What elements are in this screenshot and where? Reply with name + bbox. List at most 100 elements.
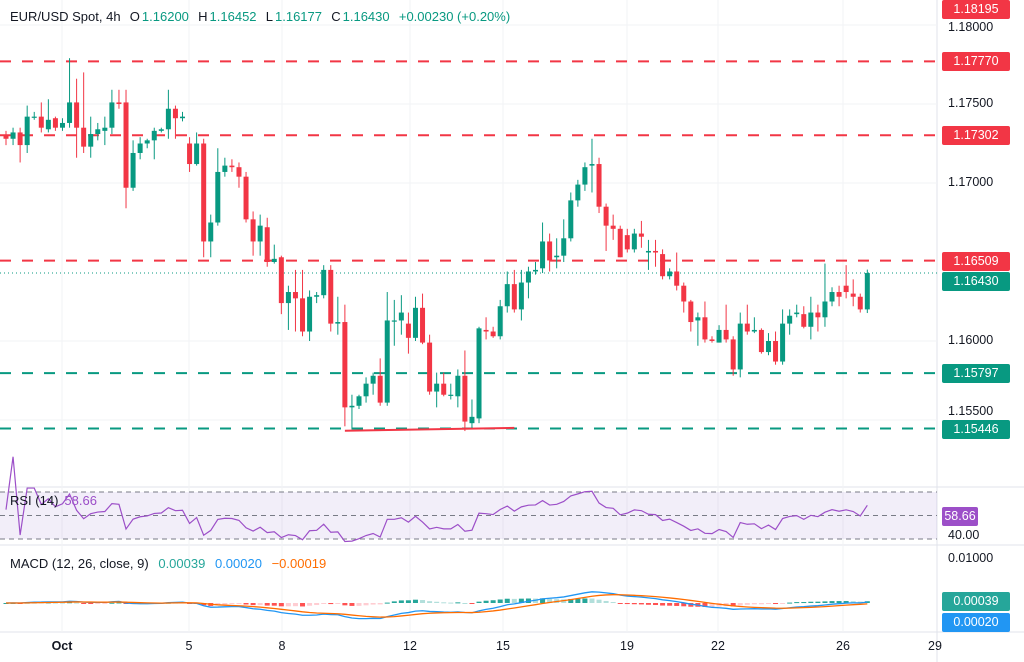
time-tick: 12 — [403, 639, 417, 653]
candle-body — [17, 132, 23, 146]
macd-histogram-bar — [3, 603, 9, 604]
high-value: 1.16452 — [209, 9, 257, 24]
macd-histogram-bar — [681, 603, 687, 607]
candle-body — [561, 238, 567, 256]
candle — [95, 122, 101, 141]
candle-body — [236, 167, 242, 177]
candle-body — [201, 143, 207, 242]
candle — [222, 157, 228, 177]
candle-body — [391, 320, 397, 322]
candle-body — [780, 323, 786, 362]
macd-histogram-bar — [667, 603, 673, 606]
candle-body — [596, 164, 602, 207]
candle-body — [271, 258, 277, 262]
candle — [568, 192, 574, 242]
candle-body — [158, 129, 164, 131]
candle-body — [377, 375, 383, 403]
candle — [857, 293, 863, 313]
candle-body — [490, 331, 496, 337]
macd-histogram-bar — [335, 603, 341, 604]
candle — [420, 293, 426, 345]
macd-histogram-bar — [702, 603, 708, 607]
candle — [59, 118, 65, 131]
candle — [24, 105, 30, 153]
macd-histogram-bar — [278, 603, 284, 607]
macd-histogram-bar — [582, 598, 588, 603]
candle — [285, 285, 291, 330]
macd-line-value: 0.00020 — [214, 556, 262, 571]
candle-body — [285, 292, 291, 304]
candle-body — [102, 127, 108, 131]
candle-body — [822, 301, 828, 318]
macd-histogram-bar — [292, 603, 298, 607]
candle — [737, 312, 743, 378]
candle-body — [674, 271, 680, 286]
macd-histogram-bar — [490, 600, 496, 603]
macd-histogram-bar — [271, 603, 277, 606]
candle-body — [300, 298, 306, 332]
time-tick: 29 — [928, 639, 942, 653]
candle-body — [349, 405, 355, 408]
candle — [758, 328, 764, 354]
candle-body — [617, 228, 623, 258]
macd-histogram-bar — [624, 603, 630, 605]
macd-histogram-bar — [215, 603, 221, 606]
candle — [723, 304, 729, 343]
trend-line — [344, 426, 515, 432]
candle-body — [624, 235, 630, 250]
candle — [850, 279, 856, 307]
macd-histogram-bar — [250, 603, 256, 606]
macd-histogram-bar — [448, 602, 454, 604]
candle-body — [130, 152, 136, 188]
macd-histogram-bar — [765, 603, 771, 604]
macd-histogram-bar — [660, 603, 666, 606]
rsi-axis-tick: 40.00 — [948, 528, 980, 542]
candle — [695, 312, 701, 346]
macd-histogram-bar — [568, 598, 574, 603]
macd-histogram-bar — [109, 602, 115, 604]
candle — [391, 299, 397, 346]
macd-histogram-bar — [398, 600, 404, 603]
candle-body — [151, 130, 157, 141]
candle — [52, 116, 58, 131]
price-tick: 1.17500 — [948, 96, 994, 110]
macd-histogram-bar — [829, 601, 835, 603]
macd-histogram-bar — [815, 601, 821, 603]
open-value: 1.16200 — [141, 9, 189, 24]
rsi-pane — [0, 456, 937, 543]
macd-histogram-bar — [469, 603, 475, 604]
candle-body — [758, 329, 764, 353]
candle-body — [405, 323, 411, 338]
macd-histogram-bar — [688, 603, 694, 607]
time-tick: 19 — [620, 639, 634, 653]
candle-body — [497, 306, 503, 337]
macd-histogram-axis-label: 0.00039 — [942, 592, 1010, 611]
candle — [624, 228, 630, 253]
macd-histogram-bar — [116, 602, 122, 604]
open-label: O — [129, 9, 140, 24]
candle — [363, 377, 369, 403]
candle — [377, 358, 383, 406]
candle-body — [208, 222, 214, 242]
macd-histogram-bar — [674, 603, 680, 606]
candle — [808, 296, 814, 340]
candle-body — [751, 329, 757, 332]
macd-histogram-bar — [229, 603, 235, 605]
candle — [518, 269, 524, 321]
candle-body — [547, 241, 553, 261]
candle-body — [448, 394, 454, 396]
candle-body — [730, 339, 736, 370]
macd-histogram-bar — [511, 598, 517, 603]
macd-histogram-bar — [808, 601, 814, 603]
time-tick: 5 — [185, 639, 193, 653]
candle-body — [589, 164, 595, 166]
candle — [448, 383, 454, 400]
candle — [412, 296, 418, 341]
candle — [709, 336, 715, 343]
macd-histogram-bar — [412, 599, 418, 603]
macd-histogram-bar — [300, 603, 306, 607]
macd-histogram-bar — [751, 603, 757, 605]
macd-histogram-bar — [67, 602, 73, 604]
candle-body — [610, 225, 616, 229]
